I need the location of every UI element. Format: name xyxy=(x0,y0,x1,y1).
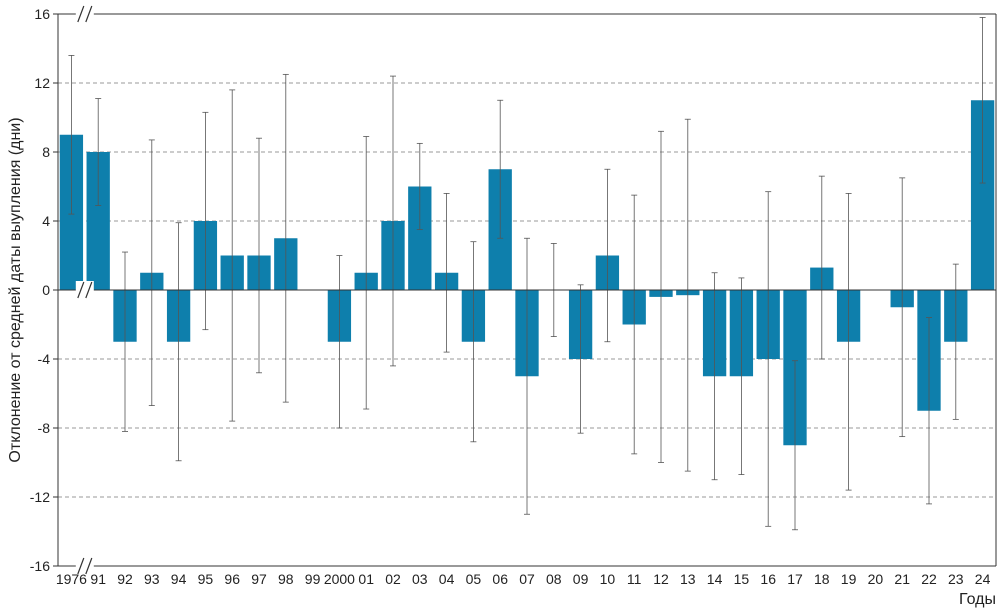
x-tick-label: 14 xyxy=(707,571,723,587)
bar xyxy=(86,152,110,290)
x-tick-label: 19 xyxy=(841,571,857,587)
axis-break-mask xyxy=(75,281,94,299)
x-tick-label: 12 xyxy=(653,571,669,587)
x-tick-label: 03 xyxy=(412,571,428,587)
x-tick-label: 16 xyxy=(760,571,776,587)
y-tick-label: 12 xyxy=(34,75,50,91)
x-tick-label: 23 xyxy=(948,571,964,587)
x-tick-label: 17 xyxy=(787,571,803,587)
axis-break-mask xyxy=(75,557,94,575)
bar xyxy=(970,100,995,290)
x-tick-label: 13 xyxy=(680,571,696,587)
x-tick-label: 07 xyxy=(519,571,535,587)
x-tick-label: 98 xyxy=(278,571,294,587)
y-axis-title: Отклонение от средней даты выупления (дн… xyxy=(7,117,24,462)
x-tick-label: 92 xyxy=(117,571,133,587)
axis-break-stroke xyxy=(85,557,93,575)
x-tick-label: 97 xyxy=(251,571,267,587)
x-tick-label: 06 xyxy=(492,571,508,587)
y-tick-label: -4 xyxy=(38,351,51,367)
x-tick-label: 08 xyxy=(546,571,562,587)
axis-break-mask xyxy=(75,5,94,23)
y-tick-label: 0 xyxy=(42,282,50,298)
x-tick-label: 2000 xyxy=(324,571,355,587)
x-tick-label: 24 xyxy=(975,571,991,587)
y-tick-label: 16 xyxy=(34,6,50,22)
y-tick-label: -12 xyxy=(30,489,50,505)
y-tick-label: -16 xyxy=(30,558,50,574)
bar xyxy=(408,186,432,290)
x-tick-label: 95 xyxy=(198,571,214,587)
axis-break-stroke xyxy=(85,5,93,23)
x-tick-label: 05 xyxy=(466,571,482,587)
x-tick-label: 22 xyxy=(921,571,937,587)
axis-break-stroke xyxy=(85,281,93,299)
x-tick-label: 93 xyxy=(144,571,160,587)
x-tick-label: 18 xyxy=(814,571,830,587)
axis-break-stroke xyxy=(77,557,85,575)
y-tick-label: 8 xyxy=(42,144,50,160)
x-tick-label: 99 xyxy=(305,571,321,587)
x-tick-label: 04 xyxy=(439,571,455,587)
x-tick-labels: 1976 91 92 93 94 95 96 97 98 99 2000 01 02 03 04 05 06 07… xyxy=(56,571,991,587)
x-tick-label: 94 xyxy=(171,571,187,587)
x-axis-title: Годы xyxy=(959,591,996,608)
y-tick-labels: -16 -12 -8 -4 0 4 8 12 16 xyxy=(30,6,58,574)
x-tick-label: 10 xyxy=(600,571,616,587)
x-tick-label: 96 xyxy=(224,571,240,587)
y-tick-label: 4 xyxy=(42,213,50,229)
x-tick-label: 1976 xyxy=(56,571,87,587)
x-tick-label: 09 xyxy=(573,571,589,587)
x-tick-label: 01 xyxy=(358,571,374,587)
axis-break-stroke xyxy=(77,281,85,299)
x-tick-label: 11 xyxy=(627,571,642,587)
x-tick-label: 20 xyxy=(868,571,884,587)
x-tick-label: 02 xyxy=(385,571,401,587)
axes xyxy=(57,5,997,575)
y-tick-label: -8 xyxy=(38,420,51,436)
axis-break-stroke xyxy=(77,5,85,23)
x-tick-label: 15 xyxy=(734,571,750,587)
x-tick-label: 91 xyxy=(90,571,106,587)
error-bars xyxy=(68,17,986,531)
x-tick-label: 21 xyxy=(894,571,910,587)
